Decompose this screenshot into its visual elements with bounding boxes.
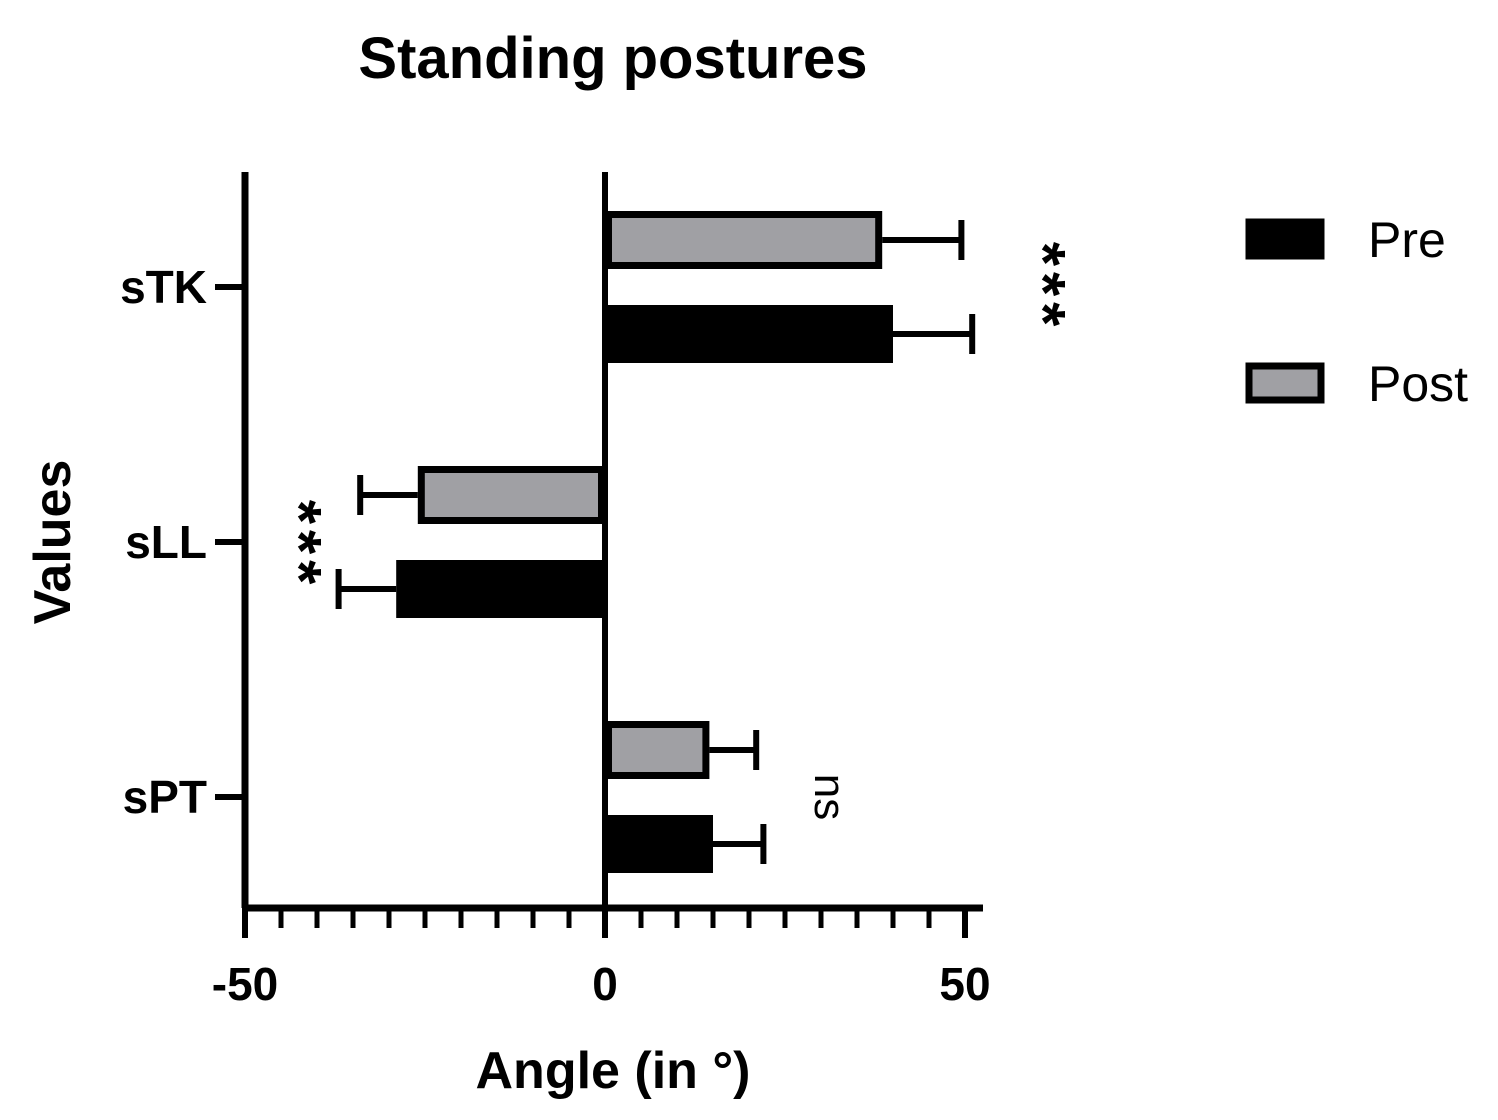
x-tick-label: -50 [212, 958, 278, 1010]
x-tick-label: 0 [592, 958, 618, 1010]
significance-sll: *** [264, 500, 333, 590]
bar-pre-sll [396, 560, 606, 618]
legend-swatch-pre [1245, 218, 1325, 260]
legend: Pre Post [1245, 212, 1468, 412]
legend-label-post: Post [1368, 356, 1468, 412]
bar-pre-spt [605, 815, 713, 873]
significance-spt: ns [805, 774, 854, 820]
bar-post-spt [605, 721, 710, 779]
y-tick-label-sll: sLL [125, 516, 207, 568]
x-axis-title: Angle (in °) [476, 1042, 751, 1100]
x-tick-label: 50 [939, 958, 990, 1010]
bar-post-stk [605, 211, 883, 269]
legend-label-pre: Pre [1368, 212, 1446, 268]
bar-post-sll [417, 466, 605, 524]
y-axis-title: Values [24, 460, 82, 625]
chart-title: Standing postures [358, 26, 867, 91]
plot-area: -50 0 50 sTK sLL sPT *** *** ns [120, 172, 1077, 1010]
bar-pre-stk [605, 305, 893, 363]
y-tick-label-spt: sPT [123, 771, 207, 823]
significance-stk: *** [1008, 242, 1077, 332]
legend-swatch-post [1245, 362, 1325, 404]
y-tick-label-stk: sTK [120, 261, 207, 313]
